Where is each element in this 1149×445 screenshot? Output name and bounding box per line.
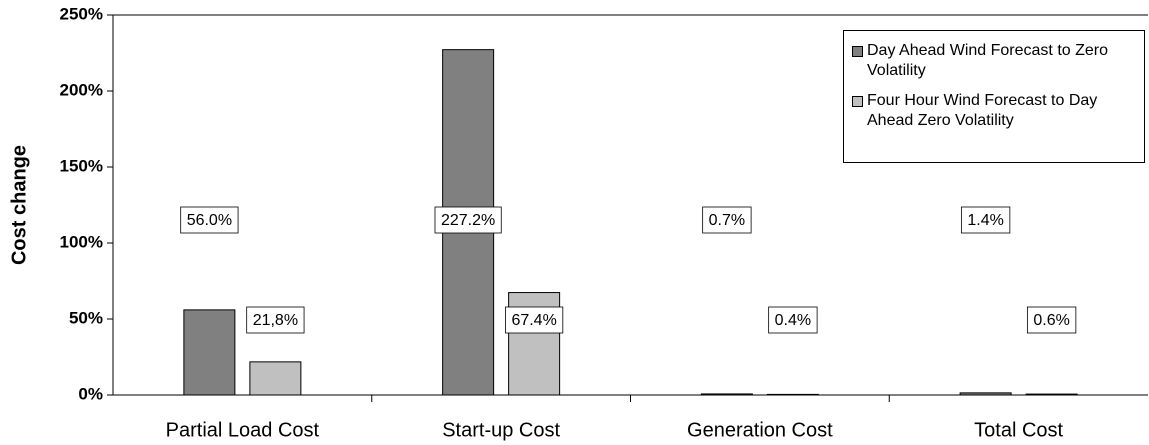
x-tick-label: Start-up Cost (442, 419, 560, 441)
bar (183, 309, 236, 396)
legend-swatch (852, 96, 863, 107)
legend-label: Four Hour Wind Forecast to Day Ahead Zer… (867, 92, 1098, 129)
y-tick-label: 100% (60, 232, 103, 251)
value-label: 227.2% (441, 212, 495, 229)
value-label: 1.4% (967, 212, 1003, 229)
value-label-box (505, 306, 564, 334)
value-label: 67.4% (511, 312, 556, 329)
value-label: 0.6% (1033, 312, 1069, 329)
value-label-box (960, 206, 1011, 234)
x-tick-label: Generation Cost (687, 419, 833, 441)
bar (1025, 393, 1078, 396)
value-label-box (768, 306, 818, 334)
y-tick-label: 50% (69, 308, 103, 327)
legend-label: Day Ahead Wind Forecast to Zero Volatili… (867, 42, 1108, 79)
value-label: 0.7% (709, 212, 745, 229)
x-tick-label: Partial Load Cost (166, 419, 320, 441)
value-label-box (434, 206, 502, 234)
value-label-box (702, 206, 752, 234)
value-label: 56.0% (187, 212, 232, 229)
value-label: 21,8% (253, 312, 298, 329)
value-label-box (246, 306, 305, 334)
bar (249, 361, 302, 396)
y-tick-label: 200% (60, 80, 103, 99)
x-tick-label: Total Cost (974, 419, 1063, 441)
bar (700, 393, 753, 396)
y-tick-label: 150% (60, 156, 103, 175)
legend-entry: Four Hour Wind Forecast to Day Ahead Zer… (852, 91, 1144, 131)
value-label: 0.4% (775, 312, 811, 329)
legend-entry: Day Ahead Wind Forecast to Zero Volatili… (852, 41, 1144, 81)
y-tick-label: 0% (78, 384, 103, 403)
y-tick-label: 250% (60, 4, 103, 23)
legend: Day Ahead Wind Forecast to Zero Volatili… (843, 30, 1145, 163)
bar (959, 392, 1012, 396)
value-label-box (1026, 306, 1077, 334)
value-label-box (180, 206, 239, 234)
bar (766, 393, 819, 396)
y-axis-title: Cost change (8, 145, 30, 265)
legend-swatch (852, 46, 863, 57)
